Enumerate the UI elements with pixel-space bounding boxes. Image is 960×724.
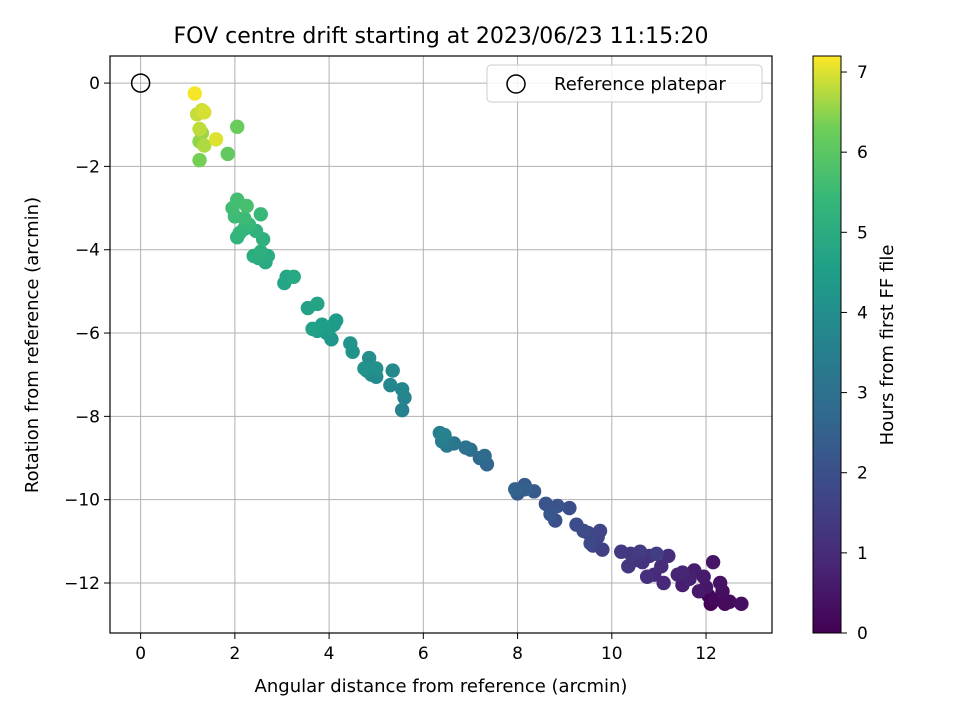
data-point	[569, 517, 584, 532]
x-tick-label: 8	[512, 644, 523, 664]
data-point	[230, 119, 245, 135]
data-point	[712, 575, 728, 591]
legend-marker-icon	[506, 74, 526, 94]
colorbar-tick-label: 2	[857, 464, 868, 484]
y-tick-label: −2	[75, 157, 100, 177]
data-point	[675, 565, 690, 580]
data-point	[734, 596, 749, 612]
data-point	[592, 523, 608, 539]
colorbar-tick-label: 0	[857, 624, 868, 644]
data-point	[691, 584, 707, 599]
data-point	[614, 544, 629, 559]
y-tick-label: −4	[75, 241, 100, 261]
data-point	[253, 207, 268, 222]
data-point	[583, 536, 598, 551]
data-point	[722, 594, 737, 609]
data-point	[394, 402, 410, 418]
data-point	[621, 559, 636, 574]
y-tick-label: −6	[75, 324, 100, 344]
data-point	[343, 336, 358, 351]
legend-entry-label: Reference platepar	[554, 74, 726, 95]
data-point	[508, 482, 523, 497]
y-tick-label: −8	[75, 407, 100, 427]
x-axis-label: Angular distance from reference (arcmin)	[255, 676, 628, 697]
x-tick-label: 6	[418, 644, 429, 664]
data-point	[385, 363, 400, 378]
y-tick-label: −12	[64, 574, 100, 594]
data-point	[656, 575, 671, 591]
data-point	[208, 132, 224, 147]
x-tick-label: 2	[229, 644, 240, 664]
data-point	[477, 448, 492, 464]
data-point	[383, 377, 398, 393]
data-point	[661, 548, 676, 564]
y-axis-label: Rotation from reference (arcmin)	[22, 197, 43, 493]
data-points	[187, 86, 749, 612]
legend: Reference platepar	[486, 64, 763, 103]
data-point	[562, 500, 577, 516]
data-point	[649, 546, 664, 562]
data-point	[310, 296, 325, 312]
colorbar-ticks: 0 1 2 3 4 5 6 7	[841, 63, 868, 644]
colorbar-tick-label: 4	[857, 303, 868, 323]
data-point	[328, 313, 344, 328]
data-point	[253, 244, 268, 260]
data-point	[305, 321, 320, 337]
data-point	[654, 559, 669, 574]
x-tick-label: 10	[601, 644, 623, 664]
data-point	[192, 152, 207, 168]
data-point	[458, 440, 473, 455]
x-axis-ticks: 0 2 4 6 8 10 12	[135, 633, 717, 664]
colorbar-tick-label: 5	[857, 223, 868, 243]
x-tick-label: 12	[695, 644, 717, 664]
data-point	[394, 382, 410, 397]
data-point	[357, 361, 372, 376]
colorbar-tick-label: 7	[857, 63, 868, 83]
colorbar: 0 1 2 3 4 5 6 7 Hours from first FF file	[812, 55, 898, 644]
y-axis-ticks: 0 −2 −4 −6 −8 −10 −12	[64, 74, 110, 594]
data-point	[197, 105, 212, 120]
reference-platepar-marker	[130, 73, 151, 93]
colorbar-tick-label: 6	[857, 143, 868, 163]
data-point	[543, 507, 558, 522]
data-point	[632, 544, 648, 559]
x-tick-label: 4	[324, 644, 335, 664]
colorbar-tick-label: 3	[857, 384, 868, 404]
colorbar-tick-label: 1	[857, 544, 868, 564]
chart-title: FOV centre drift starting at 2023/06/23 …	[174, 24, 709, 49]
y-tick-label: 0	[89, 74, 100, 94]
legend-box	[486, 64, 763, 103]
x-tick-label: 0	[135, 644, 146, 664]
plot-frame	[109, 55, 773, 634]
data-point	[239, 198, 254, 214]
colorbar-gradient	[812, 55, 842, 634]
data-point	[220, 146, 235, 162]
data-point	[437, 427, 452, 443]
colorbar-label: Hours from first FF file	[877, 245, 898, 446]
data-point	[639, 569, 655, 584]
data-point	[187, 86, 203, 101]
data-point	[705, 554, 721, 570]
data-point	[286, 269, 301, 285]
data-point	[232, 225, 247, 241]
data-point	[369, 361, 384, 376]
data-point	[192, 121, 207, 137]
data-point	[197, 138, 212, 153]
y-tick-label: −10	[64, 491, 100, 511]
